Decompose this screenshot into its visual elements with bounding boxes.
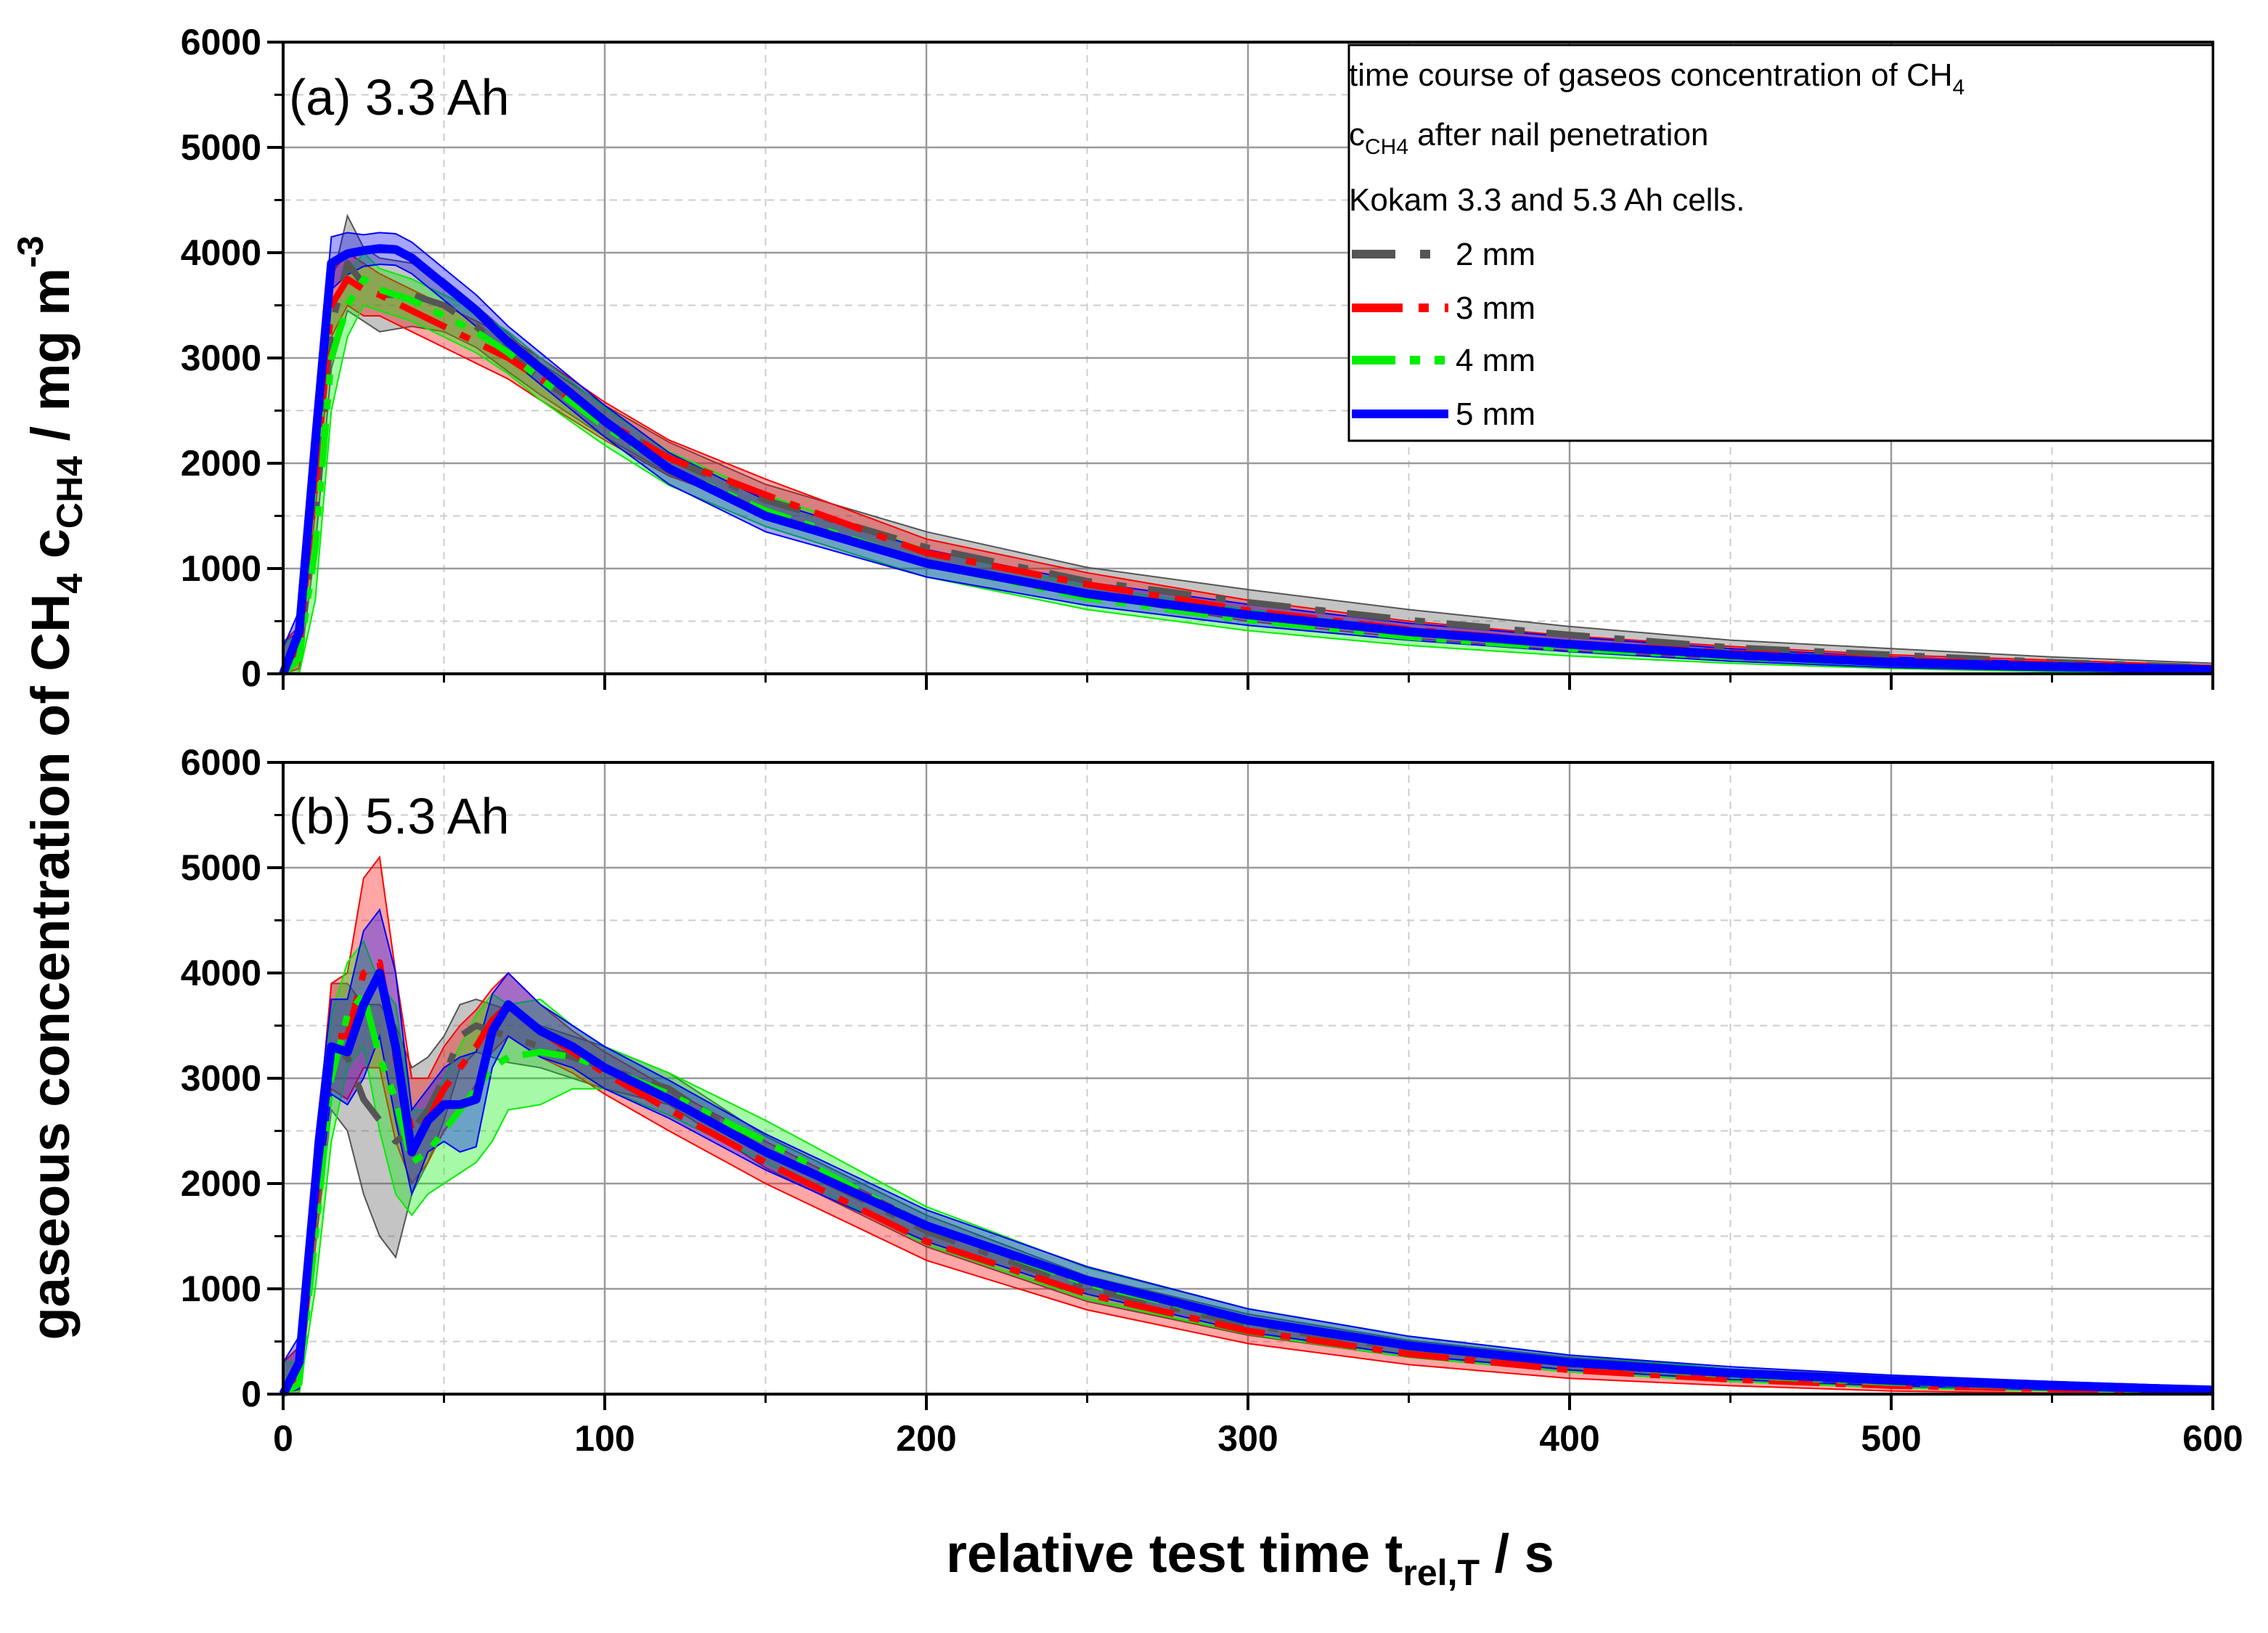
y-tick-label: 4000: [181, 232, 261, 273]
y-tick-label: 3000: [181, 1058, 261, 1099]
legend-entry-2mm: 2 mm: [1456, 237, 1535, 272]
x-tick-label: 300: [1217, 1418, 1278, 1459]
y-tick-label: 6000: [181, 742, 261, 783]
x-tick-label: 0: [273, 1418, 293, 1459]
x-tick-label: 200: [896, 1418, 956, 1459]
legend-title-line3: Kokam 3.3 and 5.3 Ah cells.: [1349, 182, 1745, 218]
y-tick-label: 1000: [181, 1268, 261, 1309]
panel-b-label: (b) 5.3 Ah: [289, 788, 510, 844]
legend-entry-5mm: 5 mm: [1456, 396, 1535, 432]
y-tick-label: 5000: [181, 847, 261, 888]
panel-b: 0 1000 2000 3000 4000 5000 6000 0 100 200 300 400 50…: [181, 742, 2243, 1459]
y-axis-title: gaseous concentration of CH4 cCH4 / mg m…: [10, 236, 90, 1340]
series-line-5mm: [279, 244, 2214, 676]
x-axis-title: relative test time trel,T / s: [946, 1523, 1554, 1593]
y-tick-label: 1000: [181, 548, 261, 589]
x-tick-label: 500: [1861, 1418, 1921, 1459]
legend-entry-4mm: 4 mm: [1456, 343, 1535, 378]
series-line-2mm: [280, 260, 2214, 676]
y-tick-label: 6000: [181, 22, 261, 62]
y-tick-label: 3000: [181, 338, 261, 378]
y-tick-label: 2000: [181, 443, 261, 484]
y-tick-label: 4000: [181, 953, 261, 993]
y-tick-label: 0: [241, 653, 261, 694]
y-tick-label: 5000: [181, 127, 261, 168]
x-tick-label: 400: [1539, 1418, 1599, 1459]
series-line-5mm: [279, 969, 2214, 1396]
legend: time course of gaseos concentration of C…: [1347, 44, 2214, 442]
legend-title-line1: time course of gaseos concentration of C…: [1349, 57, 1965, 99]
panel-a-label: (a) 3.3 Ah: [289, 69, 510, 126]
x-tick-label: 100: [574, 1418, 635, 1459]
y-tick-label: 0: [241, 1374, 261, 1414]
legend-box: [1347, 44, 2214, 442]
y-tick-label: 2000: [181, 1163, 261, 1204]
legend-entry-3mm: 3 mm: [1456, 290, 1535, 326]
series-line-2mm: [280, 1022, 2214, 1396]
legend-title-line2: cCH4 after nail penetration: [1349, 117, 1708, 159]
x-tick-label: 600: [2182, 1418, 2243, 1459]
